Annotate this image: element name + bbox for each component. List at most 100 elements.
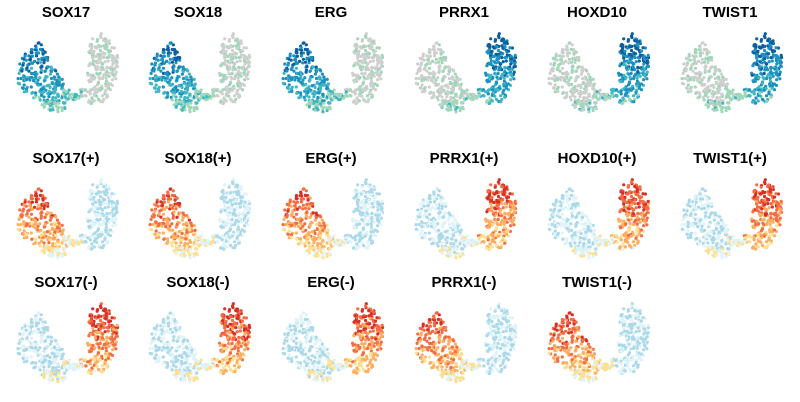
cell-point	[186, 250, 191, 254]
cell-point	[227, 94, 231, 98]
cell-point	[70, 92, 74, 96]
cell-point	[218, 219, 222, 223]
cell-point	[171, 228, 175, 232]
cell-point	[299, 46, 303, 50]
cell-point	[196, 236, 200, 240]
cell-point	[301, 41, 305, 45]
cell-point	[222, 242, 226, 246]
cell-point	[332, 234, 336, 238]
cell-point	[636, 56, 640, 60]
cell-point	[578, 89, 582, 94]
cell-point	[304, 93, 309, 97]
cell-point	[215, 234, 219, 238]
cell-point	[360, 185, 364, 189]
cell-point	[332, 88, 336, 92]
cell-point	[154, 90, 158, 94]
cell-point	[287, 236, 291, 240]
cell-point	[294, 212, 299, 216]
cell-point	[437, 189, 441, 193]
cell-point	[373, 228, 377, 232]
cell-point	[196, 90, 200, 94]
cell-point	[91, 56, 95, 60]
cell-point	[25, 212, 29, 216]
cell-point	[38, 206, 43, 210]
cell-point	[424, 209, 428, 213]
cell-point	[452, 88, 456, 92]
cell-point	[170, 60, 175, 64]
cell-point	[230, 217, 234, 222]
cell-point	[236, 84, 240, 88]
cell-point	[438, 211, 442, 215]
cell-point	[227, 39, 231, 43]
cell-point	[311, 211, 315, 215]
cell-point	[763, 54, 767, 58]
cell-point	[92, 195, 96, 199]
cell-point	[64, 236, 68, 240]
cell-point	[692, 58, 696, 62]
cell-point	[90, 223, 94, 227]
cell-point	[230, 34, 235, 38]
cell-point	[448, 227, 452, 231]
cell-point	[362, 198, 366, 202]
cell-point	[184, 75, 188, 79]
cell-point	[592, 82, 596, 87]
cell-point	[70, 238, 74, 242]
cell-point	[567, 57, 571, 61]
cell-point	[703, 88, 707, 92]
cell-point	[88, 195, 93, 199]
cell-point	[503, 56, 507, 60]
cell-point	[367, 39, 371, 43]
cell-point	[762, 34, 767, 38]
cell-point	[626, 94, 630, 98]
cell-point	[418, 69, 422, 73]
cell-point	[52, 237, 56, 241]
cell-point	[776, 73, 780, 77]
cell-point	[686, 74, 690, 78]
cell-point	[41, 198, 45, 202]
cell-point	[599, 92, 603, 96]
cell-point	[226, 200, 230, 204]
cell-point	[444, 211, 448, 215]
cell-point	[218, 90, 222, 94]
cell-point	[585, 96, 589, 100]
cell-point	[170, 98, 174, 102]
cell-point	[317, 75, 321, 79]
cell-point	[307, 204, 311, 208]
panel-title: PRRX1(+)	[429, 150, 499, 167]
cell-point	[621, 77, 625, 81]
cell-point	[422, 204, 426, 208]
cell-point	[353, 190, 357, 194]
cell-point	[180, 218, 184, 222]
cell-point	[765, 100, 769, 104]
cell-point	[24, 204, 28, 208]
cell-point	[52, 91, 56, 95]
cell-point	[174, 58, 178, 62]
cell-point	[587, 82, 591, 86]
cell-point	[237, 70, 241, 74]
cell-point	[106, 59, 110, 63]
cell-point	[317, 221, 321, 225]
cell-point	[366, 62, 370, 66]
cell-point	[489, 62, 493, 66]
cell-point	[693, 48, 697, 52]
cell-point	[101, 76, 105, 81]
cell-point	[233, 246, 237, 250]
cell-point	[291, 63, 295, 67]
cell-point	[425, 69, 429, 73]
cell-point	[238, 59, 242, 63]
cell-point	[219, 100, 223, 104]
cell-point	[218, 73, 222, 77]
cell-point	[625, 54, 629, 58]
cell-point	[499, 100, 503, 104]
cell-point	[99, 200, 103, 204]
cell-point	[230, 48, 235, 53]
cell-point	[225, 66, 230, 70]
cell-point	[598, 88, 602, 92]
cell-point	[171, 239, 176, 243]
cell-point	[60, 223, 64, 227]
cell-point	[18, 62, 22, 66]
cell-point	[434, 61, 438, 65]
cell-point	[743, 94, 747, 98]
cell-point	[298, 95, 302, 99]
cell-point	[348, 88, 352, 92]
